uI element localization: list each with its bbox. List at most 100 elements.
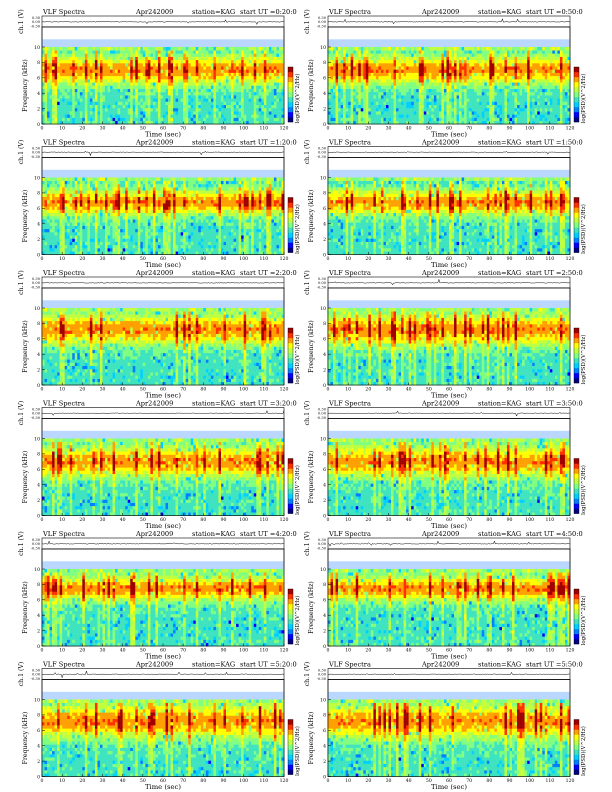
heatmap-cell (389, 98, 392, 101)
heatmap-cell (454, 98, 457, 101)
heatmap-cell (341, 92, 344, 95)
heatmap-cell (62, 47, 65, 50)
heatmap-cell (452, 95, 455, 98)
heatmap-cell (198, 82, 201, 85)
heatmap-cell (72, 50, 75, 53)
heatmap-cell (449, 53, 452, 56)
heatmap-cell (363, 73, 366, 76)
heatmap-cell (454, 47, 457, 50)
heatmap-cell (128, 111, 131, 114)
heatmap-cell (163, 76, 166, 79)
heatmap-cell (143, 47, 146, 50)
heatmap-cell (274, 102, 277, 105)
heatmap-cell (426, 92, 429, 95)
heatmap-cell (389, 105, 392, 108)
heatmap-cell (42, 105, 45, 108)
heatmap-cell (545, 66, 548, 69)
heatmap-cell (517, 89, 520, 92)
heatmap-cell (188, 98, 191, 101)
heatmap-cell (492, 95, 495, 98)
waveform-frame (42, 16, 284, 27)
heatmap-cell (336, 47, 339, 50)
heatmap-cell (467, 66, 470, 69)
heatmap-cell (143, 98, 146, 101)
heatmap-cell (82, 60, 85, 63)
heatmap-cell (249, 79, 252, 82)
heatmap-cell (201, 95, 204, 98)
heatmap-cell (166, 73, 169, 76)
heatmap-cell (57, 89, 60, 92)
heatmap-cell (77, 79, 80, 82)
heatmap-cell (467, 53, 470, 56)
heatmap-cell (479, 63, 482, 66)
heatmap-cell (125, 108, 128, 111)
heatmap-cell (75, 118, 78, 121)
heatmap-cell (414, 53, 417, 56)
heatmap-cell (353, 92, 356, 95)
heatmap-cell (406, 98, 409, 101)
heatmap-cell (565, 79, 568, 82)
heatmap-cell (409, 79, 412, 82)
heatmap-cell (50, 86, 53, 89)
heatmap-cell (525, 92, 528, 95)
heatmap-cell (565, 69, 568, 72)
heatmap-cell (181, 89, 184, 92)
heatmap-cell (42, 98, 45, 101)
heatmap-cell (108, 50, 111, 53)
heatmap-cell (52, 76, 55, 79)
heatmap-cell (77, 73, 80, 76)
heatmap-cell (171, 95, 174, 98)
heatmap-cell (110, 76, 113, 79)
heatmap-cell (376, 89, 379, 92)
heatmap-cell (105, 66, 108, 69)
heatmap-cell (244, 60, 247, 63)
heatmap-cell (158, 47, 161, 50)
heatmap-cell (196, 92, 199, 95)
heatmap-cell (457, 66, 460, 69)
heatmap-cell (333, 47, 336, 50)
heatmap-cell (530, 86, 533, 89)
heatmap-cell (234, 79, 237, 82)
heatmap-cell (47, 53, 50, 56)
heatmap-cell (381, 98, 384, 101)
heatmap-cell (341, 95, 344, 98)
heatmap-cell (484, 69, 487, 72)
heatmap-cell (269, 118, 272, 121)
heatmap-cell (70, 95, 73, 98)
heatmap-cell (211, 111, 214, 114)
heatmap-cell (271, 66, 274, 69)
heatmap-cell (353, 95, 356, 98)
heatmap-cell (429, 82, 432, 85)
heatmap-cell (444, 79, 447, 82)
heatmap-cell (123, 114, 126, 117)
heatmap-cell (108, 53, 111, 56)
heatmap-cell (206, 63, 209, 66)
heatmap-cell (547, 50, 550, 53)
heatmap-cell (530, 82, 533, 85)
heatmap-cell (271, 53, 274, 56)
heatmap-cell (421, 86, 424, 89)
heatmap-cell (426, 57, 429, 60)
heatmap-cell (183, 95, 186, 98)
heatmap-cell (211, 92, 214, 95)
heatmap-cell (424, 66, 427, 69)
heatmap-cell (482, 102, 485, 105)
heatmap-cell (416, 108, 419, 111)
heatmap-cell (82, 98, 85, 101)
x-tick-label: 40 (406, 126, 412, 132)
heatmap-cell (381, 95, 384, 98)
heatmap-cell (211, 98, 214, 101)
heatmap-cell (92, 76, 95, 79)
heatmap-cell (90, 63, 93, 66)
heatmap-cell (67, 69, 70, 72)
heatmap-cell (181, 111, 184, 114)
heatmap-cell (269, 114, 272, 117)
heatmap-cell (47, 108, 50, 111)
heatmap-cell (439, 63, 442, 66)
heatmap-cell (366, 76, 369, 79)
heatmap-cell (482, 76, 485, 79)
heatmap-cell (328, 95, 331, 98)
heatmap-cell (95, 98, 98, 101)
heatmap-cell (150, 105, 153, 108)
heatmap-cell (226, 89, 229, 92)
